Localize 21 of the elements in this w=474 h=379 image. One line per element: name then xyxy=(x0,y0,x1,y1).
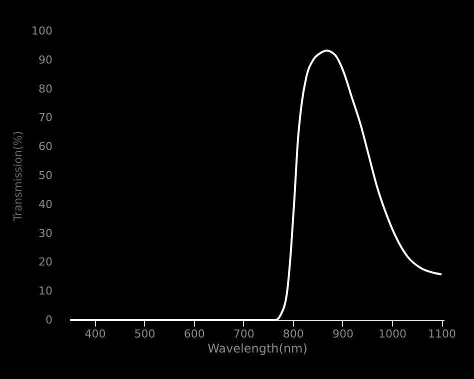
x-tick-label: 900 xyxy=(332,328,354,340)
y-tick-label: 70 xyxy=(38,111,52,124)
y-axis-title: Transmission(%) xyxy=(12,130,25,222)
x-tick-label: 600 xyxy=(184,328,205,340)
y-tick-label: 20 xyxy=(38,256,52,269)
y-tick-label: 30 xyxy=(38,226,52,240)
x-tick-label: 400 xyxy=(84,328,106,340)
x-tick-label: 1100 xyxy=(428,328,456,340)
y-tick-label: 0 xyxy=(46,314,52,326)
y-tick-label: 100 xyxy=(32,24,52,38)
y-tick-label: 90 xyxy=(38,53,52,66)
y-tick-label: 10 xyxy=(38,284,52,298)
y-tick-label: 50 xyxy=(38,169,52,182)
x-tick-label: 500 xyxy=(134,328,156,340)
x-tick-label: 700 xyxy=(233,328,254,340)
y-tick-label: 60 xyxy=(38,140,52,154)
x-tick-label: 800 xyxy=(282,328,304,340)
x-axis-title: Wavelength(nm) xyxy=(208,342,308,356)
y-tick-label: 40 xyxy=(38,198,52,211)
x-tick-label: 1000 xyxy=(378,328,406,340)
y-tick-label: 80 xyxy=(38,82,52,96)
